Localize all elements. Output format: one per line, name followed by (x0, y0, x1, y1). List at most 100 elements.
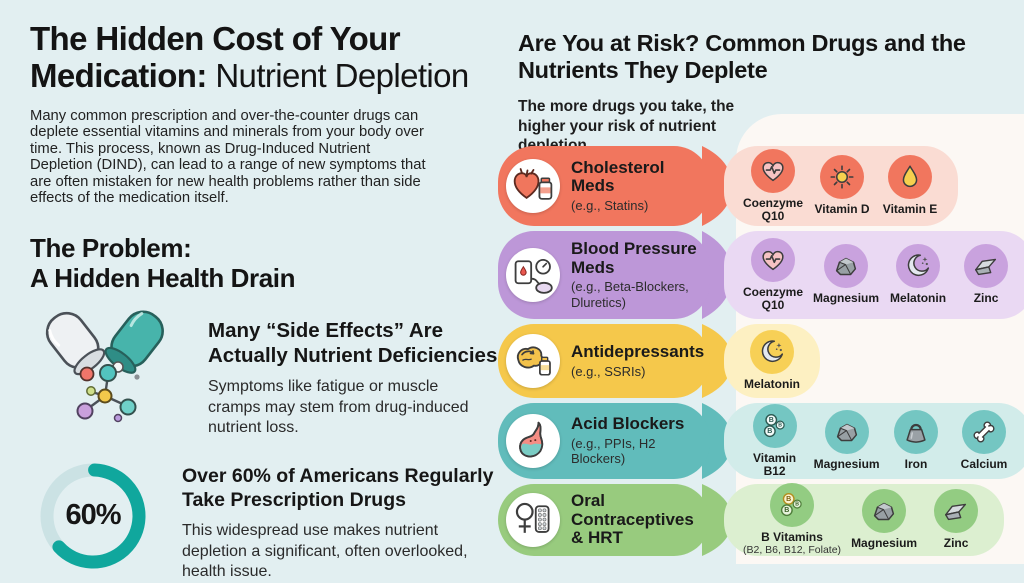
b12-circles-icon (760, 411, 790, 441)
drug-icon-circle (506, 159, 560, 213)
drug-title: Cholesterol Meds (571, 157, 665, 196)
nutrient-item: Magnesium (808, 244, 884, 305)
drug-card-cholesterol-meds: Cholesterol Meds (e.g., Statins) (498, 146, 710, 226)
rock-icon (831, 251, 861, 281)
nutrient-label: Vitamin D (814, 202, 870, 217)
drug-row-blood-pressure-meds: Blood Pressure Meds (e.g., Beta-Blockers… (498, 231, 1024, 319)
drug-icon-circle (506, 414, 560, 468)
nutrient-item: Melatonin (738, 330, 806, 391)
deficiency-text-block: Many “Side Effects” Are Actually Nutrien… (208, 319, 508, 439)
nutrient-item: Iron (882, 410, 950, 471)
nutrient-card: Coenzyme Q10 Vitamin D Vitamin E (724, 146, 959, 226)
pulse-heart-icon (758, 156, 788, 186)
left-column: The Hidden Cost of Your Medication: Nutr… (30, 20, 497, 583)
drug-card-blood-pressure-meds: Blood Pressure Meds (e.g., Beta-Blockers… (498, 231, 710, 319)
right-column: Are You at Risk? Common Drugs and the Nu… (498, 30, 1024, 556)
drug-row-acid-blockers: Acid Blockers (e.g., PPIs, H2 Blockers) … (498, 403, 1024, 479)
prescription-stat-feature: 60% Over 60% of Americans Regularly Take… (30, 457, 493, 583)
metal-ingot-icon (941, 496, 971, 526)
page-title-bold: The Hidden Cost of Your Medication: (30, 20, 401, 95)
nutrient-label: Melatonin (744, 377, 800, 392)
rock-icon (869, 496, 899, 526)
nutrient-sublabel: (B2, B6, B12, Folate) (743, 544, 842, 557)
nutrient-card: Coenzyme Q10 Magnesium Melatonin Zinc (724, 231, 1024, 319)
drug-icon-circle (506, 334, 560, 388)
brain-medication-icon (511, 339, 555, 383)
nutrient-item: Zinc (952, 244, 1020, 305)
stat-body: This widespread use makes nutrient deple… (182, 522, 468, 581)
flow-connector (702, 146, 732, 226)
drug-card-acid-blockers: Acid Blockers (e.g., PPIs, H2 Blockers) (498, 403, 710, 479)
nutrient-label: Zinc (943, 536, 969, 551)
female-symbol-pill-pack-icon (511, 498, 555, 542)
nutrient-card: Melatonin (724, 324, 820, 398)
drug-row-antidepressants: Antidepressants (e.g., SSRIs) Melatonin (498, 324, 1024, 398)
flow-connector (702, 403, 732, 479)
nutrient-label: Vitamin B12 (753, 450, 797, 478)
nutrient-item: Magnesium (846, 489, 922, 550)
drug-rows: Cholesterol Meds (e.g., Statins) Coenzym… (498, 146, 1024, 556)
flow-connector (702, 484, 732, 556)
moon-icon (903, 251, 933, 281)
stat-heading: Over 60% of Americans Regularly Take Pre… (182, 464, 494, 511)
nutrient-item: Vitamin B12 (738, 403, 811, 479)
nutrient-label: Zinc (973, 291, 999, 306)
nutrient-card: B Vitamins (B2, B6, B12, Folate) Magnesi… (724, 483, 1005, 557)
drug-row-oral-contraceptives-hrt: Oral Contraceptives & HRT B Vitamins (B2… (498, 483, 1024, 557)
flow-connector (702, 231, 732, 319)
bone-icon (969, 417, 999, 447)
nutrient-item: Melatonin (884, 244, 952, 305)
stat-text-block: Over 60% of Americans Regularly Take Pre… (182, 465, 502, 583)
stomach-icon (511, 419, 555, 463)
nutrient-item: Vitamin E (876, 155, 944, 216)
nutrient-item: Vitamin D (808, 155, 876, 216)
droplet-icon (895, 162, 925, 192)
drug-row-cholesterol-meds: Cholesterol Meds (e.g., Statins) Coenzym… (498, 146, 1024, 226)
drug-title: Oral Contraceptives & HRT (571, 490, 694, 548)
drug-subtitle: (e.g., PPIs, H2 Blockers) (571, 436, 656, 467)
nutrient-label: B Vitamins (761, 530, 823, 545)
nutrient-label: Magnesium (813, 457, 880, 472)
nutrient-label: Coenzyme Q10 (743, 284, 804, 312)
drug-subtitle: (e.g., Beta-Blockers, Dluretics) (571, 279, 689, 310)
nutrient-item: Calcium (950, 410, 1018, 471)
drug-icon-circle (506, 493, 560, 547)
sun-icon (827, 162, 857, 192)
donut-center-value: 60% (65, 499, 121, 532)
nutrient-label: Vitamin E (882, 202, 938, 217)
drug-card-antidepressants: Antidepressants (e.g., SSRIs) (498, 324, 710, 398)
drug-title: Antidepressants (571, 341, 705, 361)
nutrient-card: Vitamin B12 Magnesium Iron Calcium (724, 403, 1024, 479)
drug-title: Acid Blockers (571, 414, 685, 434)
b-vitamins-circles-icon (777, 490, 807, 520)
deficiency-body: Symptoms like fatigue or muscle cramps m… (208, 378, 469, 437)
page-title-light: Nutrient Depletion (215, 57, 469, 95)
page-title: The Hidden Cost of Your Medication: Nutr… (30, 20, 485, 95)
deficiency-feature: Many “Side Effects” Are Actually Nutrien… (30, 303, 497, 439)
problem-heading: The Problem: A Hidden Health Drain (30, 232, 296, 294)
nutrient-item: Coenzyme Q10 (738, 148, 808, 224)
nutrient-label: Coenzyme Q10 (743, 195, 804, 223)
deficiency-heading: Many “Side Effects” Are Actually Nutrien… (208, 319, 498, 367)
metal-ingot-icon (971, 251, 1001, 281)
donut-chart-60-percent: 60% (34, 457, 152, 575)
nutrient-label: Melatonin (890, 291, 947, 306)
nutrient-item: Coenzyme Q10 (738, 237, 808, 313)
nutrient-label: Magnesium (813, 291, 880, 306)
nutrient-item: B Vitamins (B2, B6, B12, Folate) (738, 483, 846, 557)
capsule-spill-illustration (45, 310, 164, 423)
flow-connector (702, 324, 732, 398)
kettlebell-icon (901, 417, 931, 447)
drug-title: Blood Pressure Meds (571, 238, 697, 277)
nutrient-label: Calcium (960, 457, 1008, 472)
pulse-heart-icon (758, 245, 788, 275)
rock-icon (832, 417, 862, 447)
risk-heading: Are You at Risk? Common Drugs and the Nu… (518, 30, 966, 84)
heart-medication-icon (511, 164, 555, 208)
drug-subtitle: (e.g., Statins) (571, 198, 649, 214)
drug-card-oral-contraceptives-hrt: Oral Contraceptives & HRT (498, 484, 710, 556)
intro-paragraph: Many common prescription and over-the-co… (30, 107, 426, 207)
drug-subtitle: (e.g., SSRIs) (571, 363, 646, 379)
blood-pressure-monitor-icon (511, 253, 555, 297)
nutrient-label: Magnesium (851, 536, 918, 551)
